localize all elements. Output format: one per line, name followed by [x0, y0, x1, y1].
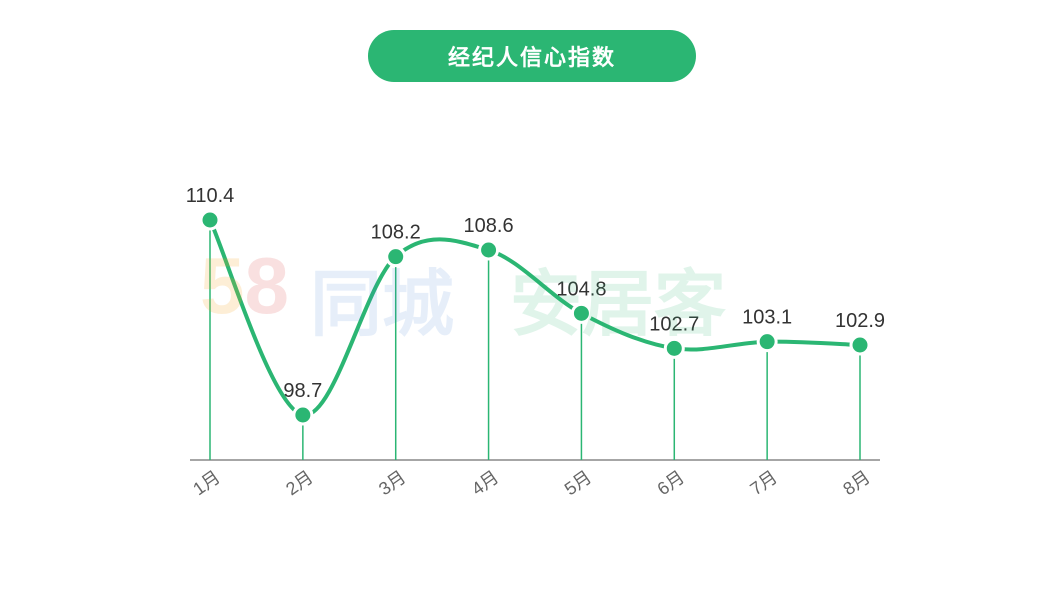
value-label: 108.2	[371, 222, 421, 244]
data-point	[572, 304, 590, 322]
value-label: 102.9	[835, 310, 885, 332]
x-axis-label: 4月	[468, 467, 502, 499]
x-axis-label: 8月	[839, 467, 873, 499]
x-axis-label: 3月	[375, 467, 409, 499]
value-label: 102.7	[649, 313, 699, 335]
chart-area: 58 同城 安居客 110.498.7108.2108.6104.8102.71…	[180, 140, 880, 520]
x-axis-label: 6月	[654, 467, 688, 499]
data-point	[851, 336, 869, 354]
data-point	[758, 333, 776, 351]
x-axis-label: 1月	[189, 467, 223, 499]
value-label: 104.8	[556, 278, 606, 300]
x-axis-label: 7月	[746, 467, 780, 499]
chart-title-text: 经纪人信心指数	[448, 45, 616, 70]
value-label: 103.1	[742, 307, 792, 329]
line-chart-svg: 110.498.7108.2108.6104.8102.7103.1102.91…	[180, 140, 880, 520]
data-point	[387, 248, 405, 266]
value-label: 108.6	[464, 215, 514, 237]
data-point	[480, 241, 498, 259]
x-axis-label: 5月	[561, 467, 595, 499]
chart-title-pill: 经纪人信心指数	[368, 30, 696, 82]
value-label: 98.7	[283, 380, 322, 402]
data-point	[201, 211, 219, 229]
x-axis-label: 2月	[282, 467, 316, 499]
value-label: 110.4	[186, 185, 235, 207]
data-point	[294, 406, 312, 424]
data-point	[665, 339, 683, 357]
